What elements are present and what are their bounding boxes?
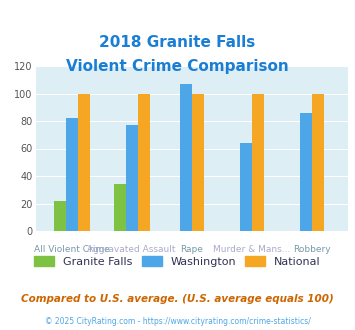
Bar	[138, 93, 150, 231]
Bar	[77, 93, 89, 231]
Text: Robbery: Robbery	[293, 245, 331, 254]
Bar	[252, 93, 264, 231]
Text: Violent Crime Comparison: Violent Crime Comparison	[66, 58, 289, 74]
Text: Aggravated Assault: Aggravated Assault	[87, 245, 176, 254]
Text: 2018 Granite Falls: 2018 Granite Falls	[99, 35, 256, 50]
Bar	[312, 93, 324, 231]
Bar	[126, 125, 138, 231]
Text: Compared to U.S. average. (U.S. average equals 100): Compared to U.S. average. (U.S. average …	[21, 294, 334, 304]
Text: All Violent Crime: All Violent Crime	[34, 245, 109, 254]
Bar	[300, 113, 312, 231]
Text: © 2025 CityRating.com - https://www.cityrating.com/crime-statistics/: © 2025 CityRating.com - https://www.city…	[45, 317, 310, 326]
Text: Murder & Mans...: Murder & Mans...	[213, 245, 290, 254]
Bar	[66, 118, 77, 231]
Bar	[180, 84, 192, 231]
Bar	[240, 143, 252, 231]
Text: Rape: Rape	[180, 245, 203, 254]
Legend: Granite Falls, Washington, National: Granite Falls, Washington, National	[34, 256, 321, 267]
Bar	[192, 93, 204, 231]
Bar	[114, 184, 126, 231]
Bar	[54, 201, 66, 231]
